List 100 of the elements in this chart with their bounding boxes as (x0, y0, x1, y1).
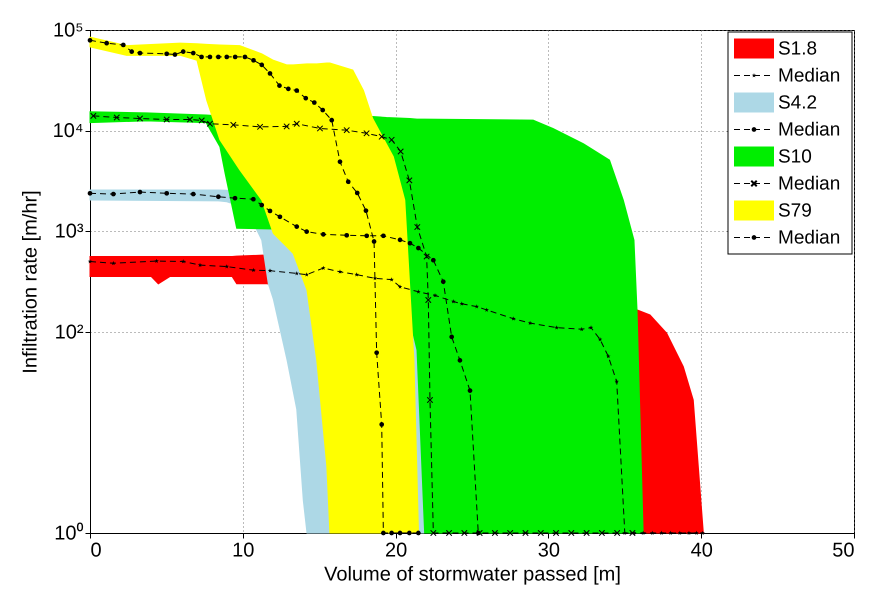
point (303, 96, 308, 101)
x-tick-label: 40 (690, 540, 713, 562)
point (606, 354, 611, 358)
point (678, 530, 682, 535)
point (230, 122, 237, 128)
y-tick-label: 10⁵ (52, 20, 84, 42)
point (277, 83, 282, 88)
x-tick-label: 0 (90, 540, 102, 562)
point (364, 208, 368, 214)
point (232, 54, 238, 60)
point (522, 530, 529, 536)
point (440, 279, 446, 284)
point (259, 62, 264, 68)
point (111, 260, 116, 266)
point (346, 179, 351, 184)
point (120, 42, 126, 48)
x-tick-label: 20 (384, 540, 408, 562)
point (364, 233, 370, 238)
point (294, 271, 299, 276)
point (461, 530, 468, 536)
point (374, 350, 379, 356)
point (426, 396, 434, 404)
point (294, 88, 300, 93)
point (474, 304, 479, 309)
point (304, 229, 310, 234)
point (432, 293, 438, 298)
point (304, 272, 309, 277)
point (138, 190, 142, 194)
point (286, 86, 291, 92)
point (484, 308, 489, 312)
point (180, 49, 186, 54)
legend-label: S4.2 (778, 92, 818, 114)
legend-label: Median (778, 228, 840, 248)
point (138, 50, 142, 56)
point (186, 116, 194, 123)
point (114, 114, 120, 121)
point (312, 100, 317, 105)
point (425, 296, 432, 304)
point (449, 334, 454, 340)
point (329, 118, 334, 122)
point (259, 202, 264, 208)
point (506, 530, 514, 536)
point (468, 388, 472, 393)
point (686, 530, 692, 535)
point (430, 258, 436, 263)
point (668, 530, 673, 535)
point (190, 50, 196, 56)
point (492, 530, 498, 536)
legend-label: Median (778, 174, 840, 194)
point (344, 232, 350, 238)
point (659, 530, 664, 535)
point (354, 190, 360, 196)
point (363, 130, 370, 137)
y-tick-label: 10³ (54, 220, 84, 243)
point (372, 239, 376, 244)
point (242, 54, 248, 60)
point (224, 54, 230, 60)
point (446, 530, 452, 536)
point (511, 316, 516, 321)
point (268, 208, 272, 214)
point (640, 530, 646, 535)
point (232, 196, 238, 201)
point (460, 301, 464, 306)
point (251, 58, 256, 63)
legend-label: Median (778, 120, 840, 140)
x-tick-label: 50 (832, 540, 854, 562)
point (389, 530, 394, 536)
point (251, 196, 256, 202)
point (378, 133, 385, 140)
point (406, 177, 413, 184)
point (379, 422, 384, 427)
point (343, 126, 350, 134)
y-tick-label: 10⁴ (52, 120, 84, 142)
point (198, 262, 202, 268)
point (278, 214, 282, 220)
point (199, 54, 204, 60)
point (423, 253, 430, 260)
point (294, 120, 300, 127)
point (381, 530, 386, 536)
point (224, 264, 229, 268)
point (700, 530, 705, 535)
point (588, 325, 594, 330)
point (172, 52, 178, 57)
y-tick-label: 10² (54, 321, 84, 344)
point (458, 358, 462, 363)
legend-label: Median (778, 66, 840, 86)
point (154, 258, 159, 263)
point (650, 530, 655, 535)
x-tick-label: 10 (232, 540, 254, 562)
point (316, 125, 324, 132)
legend-label: S79 (778, 200, 812, 222)
point (398, 530, 402, 536)
legend-label: S1.8 (778, 38, 818, 60)
x-tick-label: 30 (538, 540, 560, 562)
point (164, 190, 170, 196)
point (206, 120, 214, 127)
y-axis-title: Infiltration rate [m/hr] (20, 190, 42, 374)
point (251, 268, 256, 272)
point (629, 530, 636, 536)
point (338, 159, 342, 164)
